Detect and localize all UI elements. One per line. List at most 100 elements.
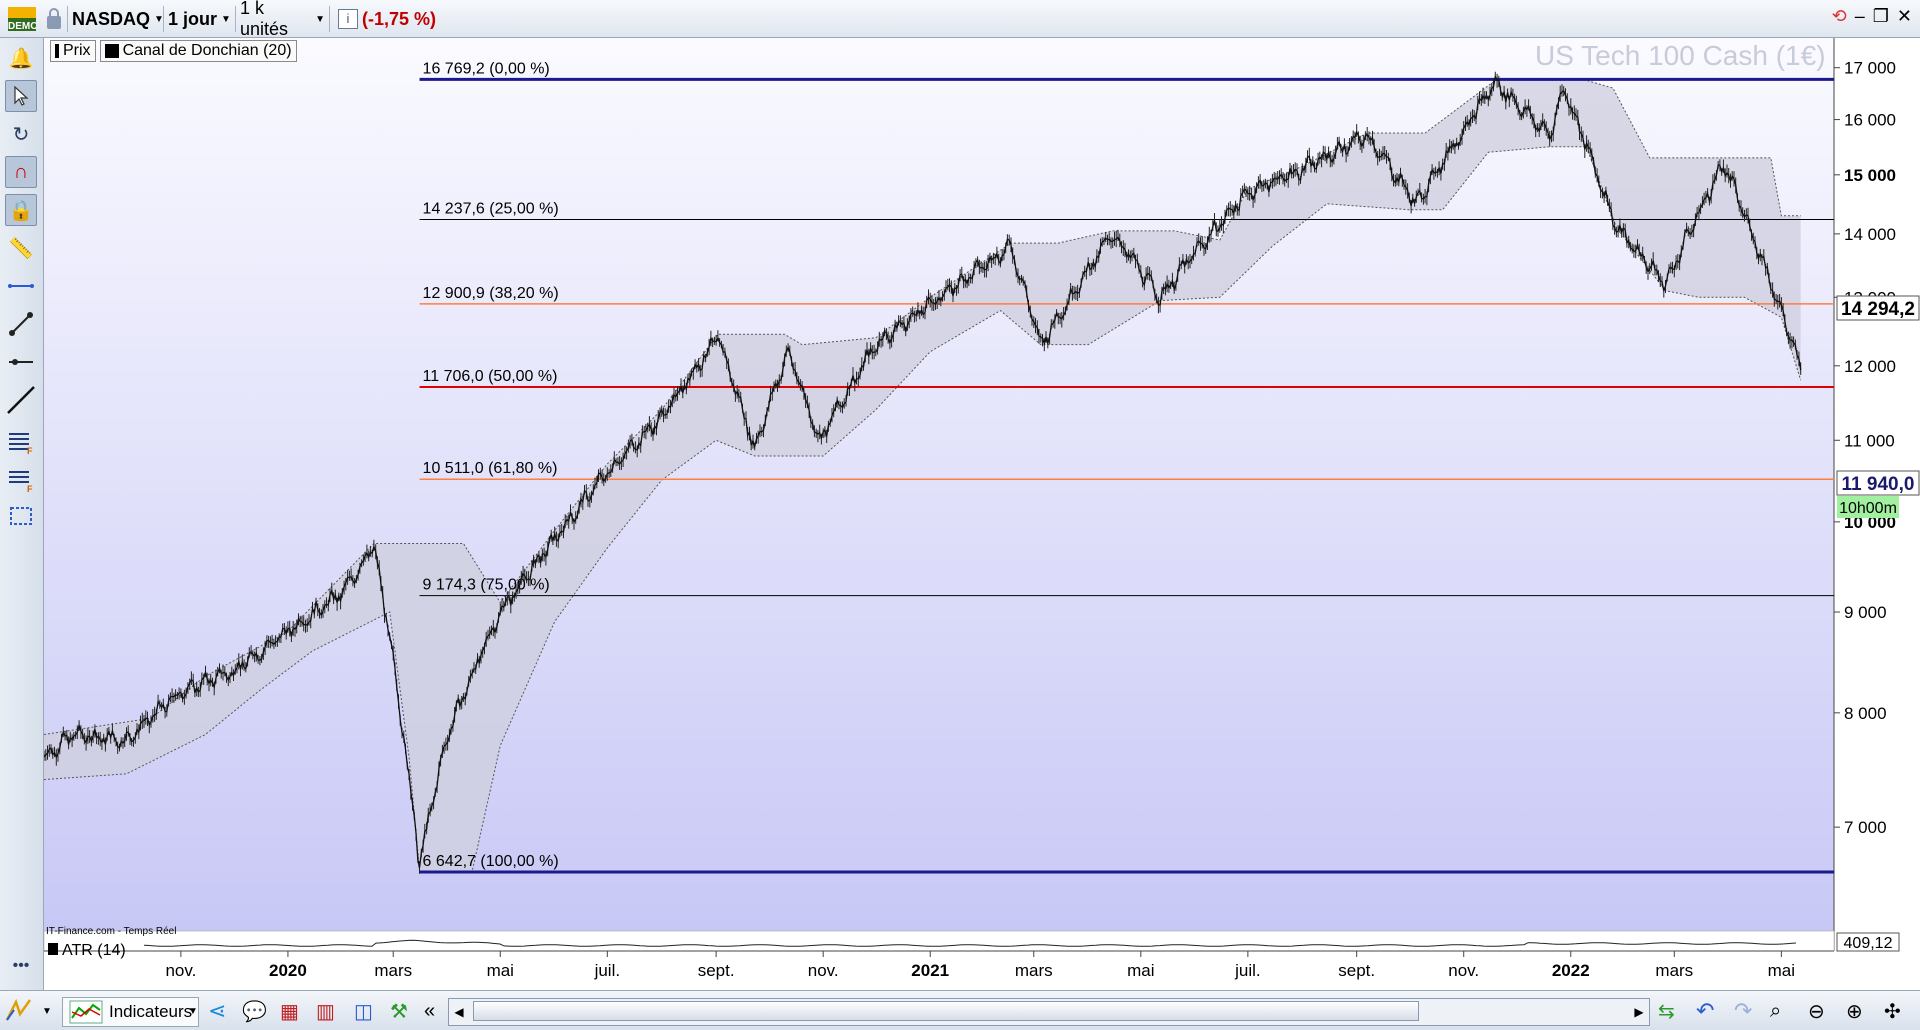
collapse-icon[interactable]: « bbox=[424, 999, 436, 1022]
minimize-icon[interactable]: – bbox=[1854, 6, 1865, 26]
info-icon[interactable]: i bbox=[338, 9, 358, 29]
bell-icon[interactable]: 🔔 bbox=[8, 47, 34, 70]
period-selector[interactable]: 1 jour ▼ bbox=[164, 6, 236, 32]
bars-icon[interactable]: ▥ bbox=[316, 1000, 335, 1023]
price-swatch bbox=[55, 44, 59, 58]
y-tick-label-4: 11 000 bbox=[1844, 431, 1895, 450]
drawing-pen-icon[interactable]: ▼ bbox=[4, 997, 52, 1025]
x-tick-label-2: mars bbox=[374, 961, 412, 980]
restore-icon[interactable]: ❐ bbox=[1872, 6, 1889, 26]
y-tick-label-1: 8 000 bbox=[1844, 704, 1887, 723]
horizontal-line-icon[interactable] bbox=[5, 270, 37, 302]
x-tick-label-12: nov. bbox=[1448, 961, 1479, 980]
atr-panel bbox=[44, 930, 1835, 952]
undo-icon[interactable]: ↶ bbox=[1696, 998, 1715, 1023]
chevron-down-icon: ▼ bbox=[154, 13, 164, 25]
symbol-selector[interactable]: NASDAQ ▼ bbox=[68, 6, 164, 32]
x-tick-label-14: mars bbox=[1655, 961, 1693, 980]
change-value: (-1,75 %) bbox=[362, 8, 437, 29]
y-tick-label-9: 16 000 bbox=[1844, 111, 1896, 130]
rectangle-icon[interactable] bbox=[5, 500, 37, 532]
zoom-in-icon[interactable]: ⊕ bbox=[1846, 1000, 1863, 1023]
report-icon[interactable]: ▦ bbox=[280, 1000, 299, 1023]
window-controls: ⟲ – ❐ ✕ bbox=[1832, 6, 1912, 27]
units-selector[interactable]: 1 k unités ▼ bbox=[236, 0, 330, 39]
x-tick-label-1: 2020 bbox=[269, 961, 307, 980]
fib-extension-icon[interactable]: F bbox=[5, 464, 37, 496]
atr-label: ATR (14) bbox=[62, 942, 126, 959]
top-toolbar: DEMO NASDAQ ▼ 1 jour ▼ 1 k unités ▼ i (-1,7… bbox=[0, 0, 1920, 39]
x-tick-label-10: juil. bbox=[1234, 961, 1261, 980]
lock-icon[interactable] bbox=[40, 6, 68, 32]
indicators-icon bbox=[69, 1000, 103, 1024]
x-tick-label-9: mai bbox=[1127, 961, 1154, 980]
lock-cursor-icon[interactable]: 🔒 bbox=[5, 194, 37, 226]
x-axis: nov. 2020 mars mai juil. sept. nov. 2021 mars mai… bbox=[44, 950, 1920, 990]
y-tick-label-8: 15 000 bbox=[1844, 166, 1896, 185]
ruler-icon[interactable]: 📏 bbox=[8, 237, 34, 260]
fib-tag-box bbox=[1836, 295, 1920, 321]
indicators-button[interactable]: Indicateurs bbox=[62, 997, 200, 1027]
fib-label-2: 12 900,9 (38,20 %) bbox=[423, 285, 559, 302]
price-line bbox=[44, 74, 1802, 869]
legend-price-label: Prix bbox=[63, 42, 91, 59]
price-chart[interactable]: 16 769,2 (0,00 %) 14 237,6 (25,00 %) 12 90… bbox=[44, 38, 1920, 990]
trend-line-icon[interactable] bbox=[5, 384, 37, 416]
zoom-area-icon[interactable]: ⌕ bbox=[1770, 999, 1782, 1022]
channel-fill bbox=[44, 80, 1801, 872]
atr-legend: ATR (14) bbox=[48, 942, 126, 959]
demo-badge: DEMO bbox=[2, 6, 40, 32]
legend-donchian-label: Canal de Donchian (20) bbox=[122, 42, 292, 59]
bottom-toolbar: ▼ Indicateurs ▼ ⋖ 💬 ▦ ▥ ◫ ⚒ « ◀ ▶ ⇆ ↶ ↷ … bbox=[0, 990, 1920, 1030]
x-tick-label-6: nov. bbox=[808, 961, 839, 980]
price-series bbox=[44, 71, 1802, 874]
comment-icon[interactable]: 💬 bbox=[242, 1000, 267, 1023]
legend-donchian[interactable]: Canal de Donchian (20) bbox=[99, 40, 297, 62]
x-tick-label-0: nov. bbox=[165, 961, 196, 980]
zoom-out-icon[interactable]: ⊖ bbox=[1808, 1000, 1825, 1023]
x-tick-label-3: mai bbox=[487, 961, 514, 980]
ray-icon[interactable] bbox=[5, 346, 37, 378]
refresh-icon[interactable]: ⟲ bbox=[1831, 6, 1847, 26]
segment-icon[interactable] bbox=[5, 308, 37, 340]
svg-text:F: F bbox=[27, 446, 33, 454]
cursor-icon[interactable] bbox=[5, 80, 37, 112]
data-source-label: IT-Finance.com - Temps Réel bbox=[46, 926, 176, 937]
fib-retracement-icon[interactable]: F bbox=[5, 426, 37, 458]
period-label: 1 jour bbox=[168, 8, 218, 29]
fib-tag-value: 14 294,2 bbox=[1841, 299, 1915, 320]
chevron-down-icon[interactable]: ▼ bbox=[188, 1005, 198, 1017]
more-tools-icon[interactable]: ••• bbox=[12, 957, 30, 974]
legend-price[interactable]: Prix bbox=[50, 40, 96, 62]
chevron-down-icon: ▼ bbox=[315, 13, 325, 25]
y-tick-label-5: 12 000 bbox=[1844, 357, 1896, 376]
horizontal-scrollbar[interactable]: ◀ ▶ bbox=[448, 998, 1650, 1026]
scroll-right-icon[interactable]: ▶ bbox=[1634, 1005, 1644, 1019]
left-toolbar: 🔔 ↻ ∩ 🔒 📏 F F ••• bbox=[0, 38, 44, 990]
y-tick-label-7: 14 000 bbox=[1844, 225, 1896, 244]
scroll-thumb[interactable] bbox=[473, 1001, 1419, 1021]
close-icon[interactable]: ✕ bbox=[1896, 6, 1912, 26]
magnet-icon[interactable]: ∩ bbox=[5, 156, 37, 188]
rotate-cursor-icon[interactable]: ↻ bbox=[12, 123, 30, 146]
x-tick-label-5: sept. bbox=[698, 961, 735, 980]
scroll-left-icon[interactable]: ◀ bbox=[454, 1005, 464, 1019]
fib-label-0: 16 769,2 (0,00 %) bbox=[423, 60, 550, 77]
atr-value-box bbox=[1836, 932, 1900, 952]
fib-label-6: 6 642,7 (100,00 %) bbox=[423, 853, 559, 870]
indicators-label: Indicateurs bbox=[109, 1002, 193, 1021]
share-icon[interactable]: ⋖ bbox=[208, 998, 227, 1023]
redo-icon[interactable]: ↷ bbox=[1734, 998, 1753, 1023]
x-tick-label-15: mai bbox=[1768, 961, 1795, 980]
timer-value: 10h00m bbox=[1839, 500, 1897, 517]
y-tick-label-2: 9 000 bbox=[1844, 603, 1887, 622]
x-tick-label-8: mars bbox=[1015, 961, 1053, 980]
x-tick-label-4: juil. bbox=[594, 961, 621, 980]
compare-icon[interactable]: ◫ bbox=[354, 1000, 373, 1023]
last-price-value: 11 940,0 bbox=[1842, 474, 1915, 495]
auto-scroll-icon[interactable]: ⇆ bbox=[1658, 1000, 1675, 1023]
screener-icon[interactable]: ⚒ bbox=[390, 1000, 408, 1023]
instrument-watermark: US Tech 100 Cash (1€) bbox=[1535, 40, 1826, 71]
y-tick-label-0: 7 000 bbox=[1844, 818, 1887, 837]
settings-icon[interactable]: ✣ bbox=[1884, 1000, 1901, 1023]
